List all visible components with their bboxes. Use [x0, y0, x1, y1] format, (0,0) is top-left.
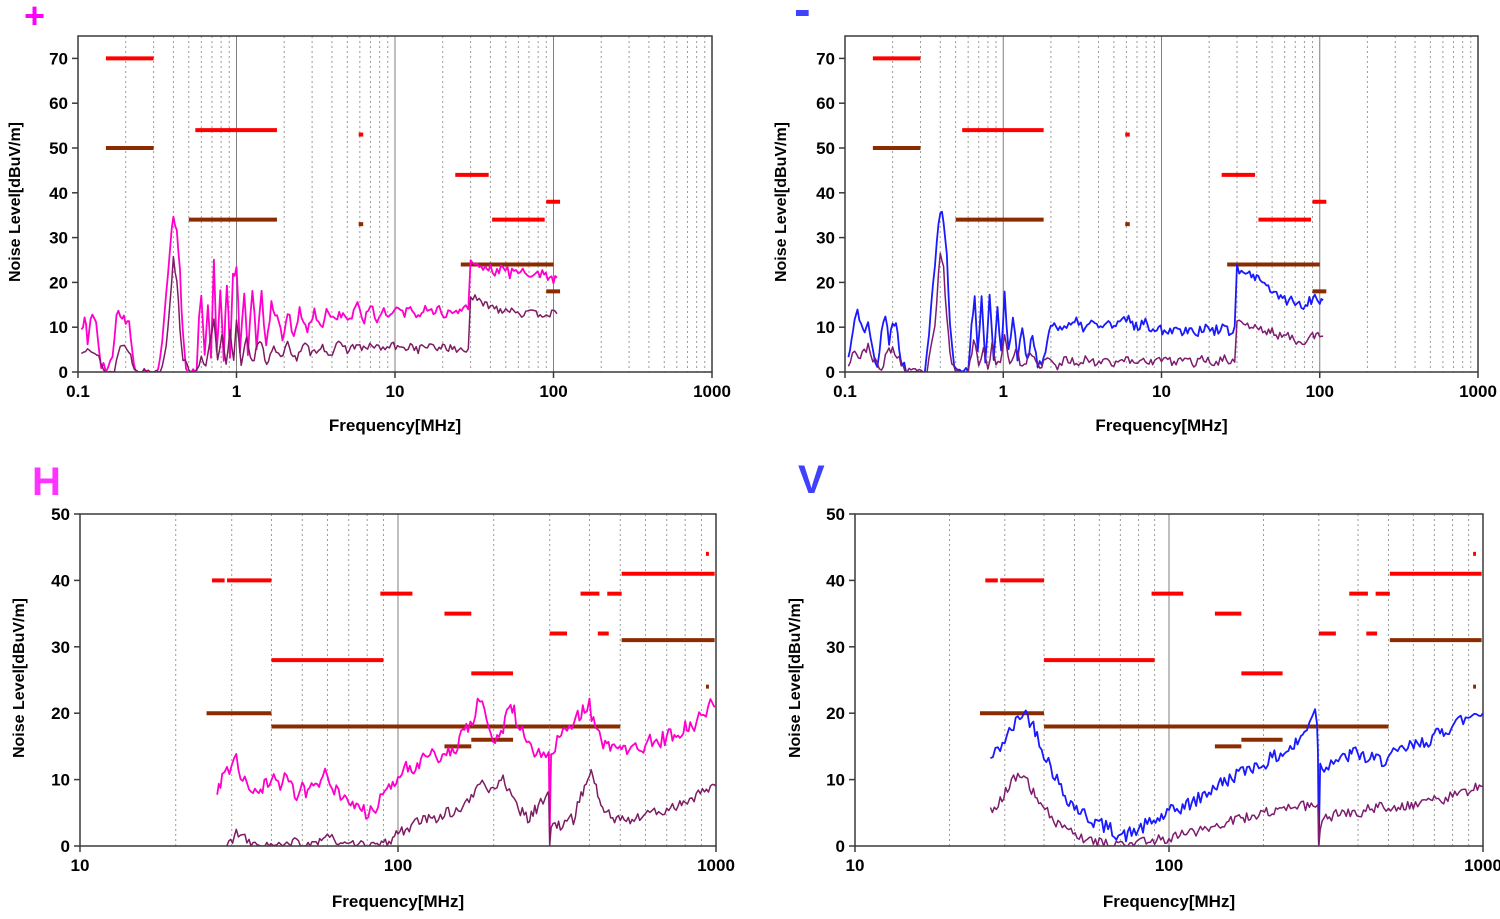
- chart-panel-v: V Noise Level[dBuV/m] 0 10 20 30 40 50 10 100 10…: [750, 460, 1500, 919]
- svg-text:10: 10: [386, 382, 405, 401]
- chart-title-minus: -: [794, 0, 811, 37]
- svg-text:50: 50: [816, 139, 835, 158]
- y-axis-label: Noise Level[dBuV/m]: [787, 597, 804, 759]
- svg-text:10: 10: [51, 771, 70, 790]
- svg-text:10: 10: [49, 318, 68, 337]
- svg-text:50: 50: [51, 505, 70, 524]
- svg-text:0.1: 0.1: [66, 382, 90, 401]
- chart-title-plus: +: [24, 0, 46, 36]
- svg-text:100: 100: [1155, 856, 1183, 875]
- svg-text:30: 30: [49, 229, 68, 248]
- svg-text:1000: 1000: [697, 856, 735, 875]
- svg-text:0.1: 0.1: [833, 382, 857, 401]
- svg-text:100: 100: [384, 856, 412, 875]
- chart-title-h: H: [32, 460, 61, 504]
- chart-panel-h: H Noise Level[dBuV/m] 0 10 20 30 40 50 10 100 10…: [0, 460, 750, 919]
- chart-plot-plus: 0 10 20 30 40 50 60 70 0.1 1 10 100 1000: [49, 35, 731, 401]
- svg-text:1000: 1000: [1464, 856, 1500, 875]
- chart-panel-plus: + Noise Level[dBuV/m] 0 10 20 30 40 50 60 70 0.1…: [0, 0, 750, 459]
- svg-text:1: 1: [232, 382, 241, 401]
- svg-text:30: 30: [816, 229, 835, 248]
- chart-plot-minus: 0 10 20 30 40 50 60 70 0.1 1 10 100 1000: [816, 35, 1497, 401]
- svg-text:10: 10: [1152, 382, 1171, 401]
- svg-text:50: 50: [826, 505, 845, 524]
- y-axis-label: Noise Level[dBuV/m]: [7, 121, 24, 283]
- svg-text:40: 40: [826, 571, 845, 590]
- chart-title-v: V: [798, 458, 825, 502]
- svg-text:1: 1: [999, 382, 1008, 401]
- svg-text:0: 0: [61, 837, 70, 856]
- svg-text:10: 10: [71, 856, 90, 875]
- svg-text:100: 100: [1306, 382, 1334, 401]
- x-axis-label: Frequency[MHz]: [328, 416, 462, 435]
- svg-text:0: 0: [836, 837, 845, 856]
- svg-text:1000: 1000: [693, 382, 731, 401]
- svg-text:40: 40: [51, 571, 70, 590]
- x-axis-label: Frequency[MHz]: [1095, 416, 1228, 435]
- y-axis-label: Noise Level[dBuV/m]: [773, 121, 790, 283]
- svg-text:50: 50: [49, 139, 68, 158]
- svg-text:20: 20: [51, 704, 70, 723]
- svg-text:20: 20: [816, 273, 835, 292]
- svg-text:40: 40: [816, 184, 835, 203]
- svg-text:100: 100: [539, 382, 567, 401]
- svg-text:70: 70: [816, 49, 835, 68]
- svg-text:20: 20: [826, 704, 845, 723]
- svg-text:40: 40: [49, 184, 68, 203]
- svg-text:0: 0: [826, 363, 835, 382]
- x-axis-label: Frequency[MHz]: [331, 892, 465, 911]
- svg-text:0: 0: [59, 363, 68, 382]
- svg-text:30: 30: [826, 638, 845, 657]
- svg-text:70: 70: [49, 49, 68, 68]
- svg-text:20: 20: [49, 273, 68, 292]
- svg-text:10: 10: [826, 771, 845, 790]
- svg-text:60: 60: [816, 94, 835, 113]
- chart-panel-minus: - Noise Level[dBuV/m] 0 10 20 30 40 50 60 70 0.1…: [750, 0, 1500, 459]
- svg-text:60: 60: [49, 94, 68, 113]
- svg-text:10: 10: [816, 318, 835, 337]
- svg-text:30: 30: [51, 638, 70, 657]
- svg-text:1000: 1000: [1459, 382, 1497, 401]
- x-axis-label: Frequency[MHz]: [1102, 892, 1236, 911]
- svg-text:10: 10: [846, 856, 865, 875]
- y-axis-label: Noise Level[dBuV/m]: [11, 597, 28, 759]
